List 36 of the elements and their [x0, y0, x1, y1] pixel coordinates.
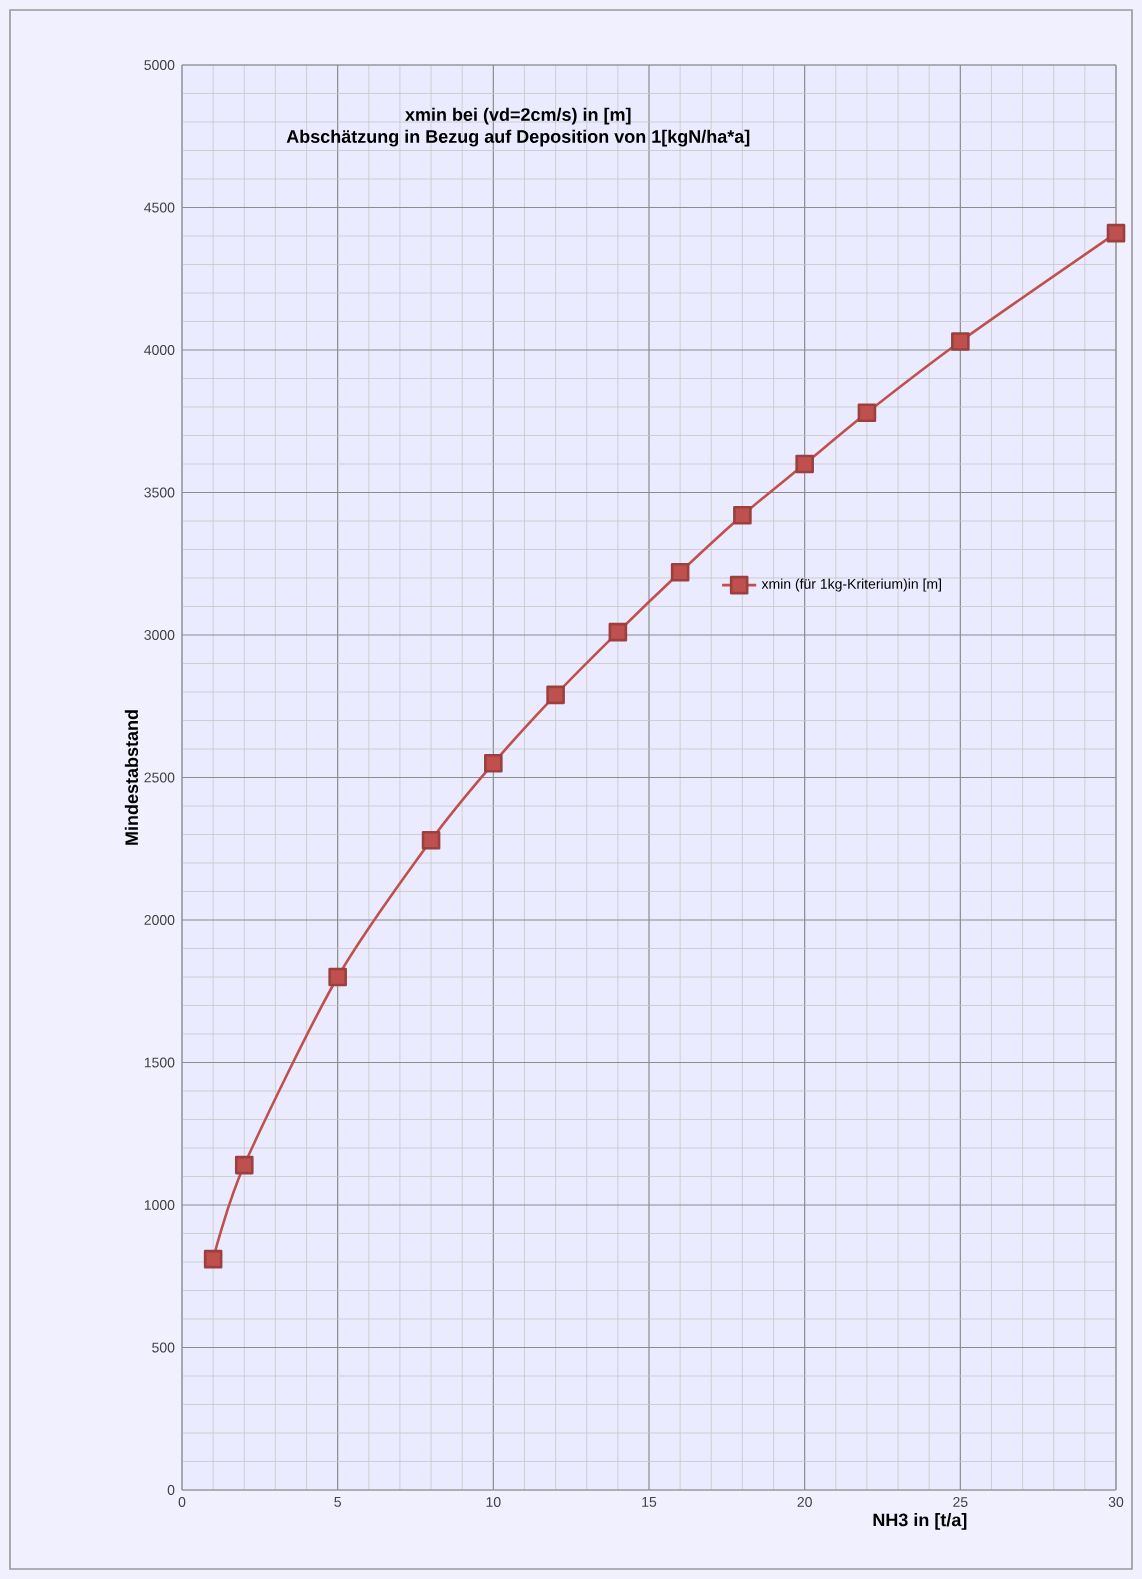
point: [951, 332, 970, 351]
x-tick-label: 0: [178, 1497, 186, 1507]
point: [1106, 223, 1126, 243]
x-tick-label: 15: [642, 1497, 657, 1507]
y-tick-label: 4500: [144, 202, 175, 213]
x-tick-label: 5: [334, 1497, 341, 1507]
x-tick-label: 10: [486, 1497, 501, 1507]
y-tick-label: 0: [167, 1485, 175, 1495]
x-axis-title: NH3 in [t/a]: [873, 1513, 967, 1530]
point: [484, 753, 503, 773]
y-tick-label: 1500: [144, 1057, 175, 1068]
x-tick-label: 25: [953, 1497, 968, 1507]
x-tick-label: 20: [797, 1497, 812, 1507]
legend-label: xmin (für 1kg-Kriterium)in [m]: [761, 578, 941, 592]
y-tick-label: 2000: [144, 915, 175, 925]
point: [328, 967, 347, 987]
x-tick-label: 30: [1108, 1497, 1124, 1507]
text: Abschätzung in Bezug auf Deposition von 1[kgN/ha*a]: [286, 129, 750, 147]
point: [733, 506, 752, 525]
point: [857, 403, 877, 422]
point: [421, 830, 441, 850]
point: [795, 454, 814, 474]
y-tick-label: 500: [152, 1342, 175, 1353]
y-axis-title: Mindestabstand: [124, 710, 139, 845]
y-tick-label: 4000: [144, 345, 175, 355]
y-tick-label: 5000: [144, 60, 175, 70]
y-tick-label: 3000: [144, 630, 175, 640]
text: xmin bei (vd=2cm/s) in [m]: [405, 107, 631, 125]
point: [203, 1249, 223, 1269]
point: [234, 1155, 254, 1175]
point: [670, 563, 690, 582]
y-tick-label: 3500: [144, 487, 175, 498]
y-tick-label: 2500: [144, 772, 175, 783]
point: [608, 622, 628, 642]
y-tick-label: 1000: [144, 1200, 175, 1210]
point: [546, 685, 565, 705]
